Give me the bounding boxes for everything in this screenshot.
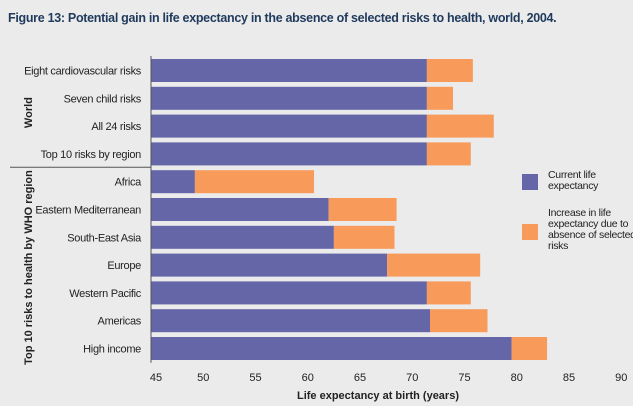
bar-current xyxy=(151,198,329,221)
group-label-region: Top 10 risks to health by WHO region xyxy=(23,170,35,365)
category-label: Seven child risks xyxy=(64,93,142,105)
legend-label-increase: absence of selected xyxy=(548,229,633,241)
bar-current xyxy=(151,309,431,333)
x-tick-label: 55 xyxy=(249,372,261,384)
category-label: Top 10 risks by region xyxy=(41,149,142,161)
category-label: All 24 risks xyxy=(91,121,141,133)
category-label: Africa xyxy=(115,177,143,189)
category-label: Europe xyxy=(107,260,141,272)
bar-increase xyxy=(426,142,471,166)
bar-increase xyxy=(426,281,471,305)
bar-increase xyxy=(333,225,395,249)
x-tick-label: 65 xyxy=(354,372,366,384)
legend-swatch-increase xyxy=(522,224,538,240)
bar-increase xyxy=(426,114,494,138)
figure-title: Figure 13: Potential gain in life expect… xyxy=(8,11,557,25)
bar-current xyxy=(151,253,388,277)
group-label-world: World xyxy=(23,97,35,128)
x-tick-label: 80 xyxy=(511,372,523,384)
bar-increase xyxy=(426,86,454,110)
legend-swatch-current xyxy=(522,174,538,190)
x-tick-label: 60 xyxy=(302,372,314,384)
bar-increase xyxy=(426,59,473,82)
x-tick-label: 70 xyxy=(406,372,418,384)
legend-label-increase: expectancy due to xyxy=(548,218,629,230)
bar-increase xyxy=(194,170,315,194)
category-label: Americas xyxy=(98,316,142,328)
x-tick-label: 85 xyxy=(563,372,575,384)
bar-current xyxy=(151,281,427,305)
bar-increase xyxy=(328,198,397,221)
category-label: Western Pacific xyxy=(69,288,142,300)
legend-label-increase: Increase in life xyxy=(548,207,611,219)
legend-label-current: expectancy xyxy=(548,180,599,192)
legend-label-increase: risks xyxy=(548,240,568,252)
bar-current xyxy=(151,170,195,194)
bar-increase xyxy=(511,337,548,360)
bar-current xyxy=(151,86,427,110)
category-label: Eastern Mediterranean xyxy=(35,205,141,217)
x-tick-label: 75 xyxy=(458,372,470,384)
bar-increase xyxy=(387,253,481,277)
bar-increase xyxy=(430,309,488,333)
x-axis-label: Life expectancy at birth (years) xyxy=(297,390,459,402)
bar-current xyxy=(151,337,512,360)
x-tick-label: 90 xyxy=(615,372,627,384)
bar-current xyxy=(151,59,427,82)
bar-current xyxy=(151,114,427,138)
bar-current xyxy=(151,225,334,249)
category-label: South-East Asia xyxy=(67,232,142,244)
x-tick-label: 45 xyxy=(150,372,162,384)
legend-label-current: Current life xyxy=(548,169,596,181)
x-tick-label: 50 xyxy=(197,372,209,384)
bar-current xyxy=(151,142,427,166)
category-label: Eight cardiovascular risks xyxy=(24,66,142,78)
category-label: High income xyxy=(83,344,141,356)
